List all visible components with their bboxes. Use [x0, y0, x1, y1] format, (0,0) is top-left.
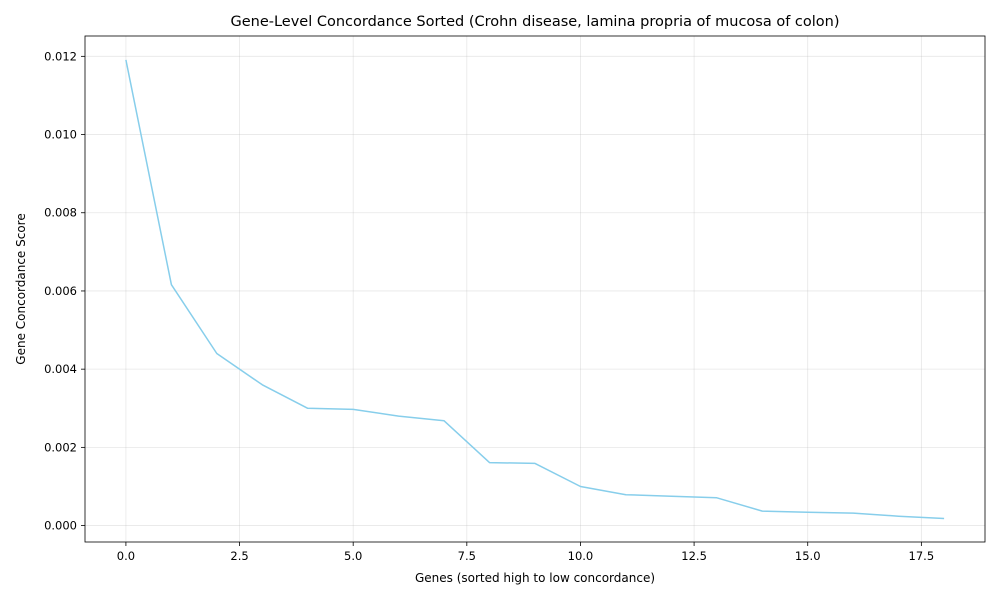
y-tick-label: 0.004: [44, 362, 77, 376]
y-tick-label: 0.010: [44, 128, 77, 142]
y-tick-label: 0.008: [44, 206, 77, 220]
y-axis-ticks: 0.000 0.002 0.004 0.006 0.008 0.010 0.012: [44, 49, 85, 533]
plot-frame: [84, 35, 986, 543]
grid-lines: [85, 36, 985, 542]
x-tick-label: 12.5: [681, 549, 707, 563]
x-tick-label: 0.0: [117, 549, 135, 563]
series-layer: [125, 59, 945, 520]
chart-title: Gene-Level Concordance Sorted (Crohn dis…: [230, 14, 839, 30]
x-tick-label: 2.5: [230, 549, 248, 563]
x-tick-label: 10.0: [568, 549, 594, 563]
concordance-line: [125, 59, 945, 520]
x-tick-label: 17.5: [909, 549, 935, 563]
x-tick-label: 5.0: [344, 549, 362, 563]
y-tick-label: 0.002: [44, 440, 77, 454]
y-tick-label: 0.006: [44, 284, 77, 298]
y-tick-label: 0.012: [44, 49, 77, 63]
x-axis-label: Genes (sorted high to low concordance): [415, 571, 655, 585]
x-tick-label: 7.5: [458, 549, 476, 563]
x-axis-ticks: 0.0 2.5 5.0 7.5 10.0 12.5 15.0 17.5: [117, 542, 934, 563]
y-tick-label: 0.000: [44, 519, 77, 533]
x-tick-label: 15.0: [795, 549, 821, 563]
y-axis-label: Gene Concordance Score: [14, 213, 28, 364]
